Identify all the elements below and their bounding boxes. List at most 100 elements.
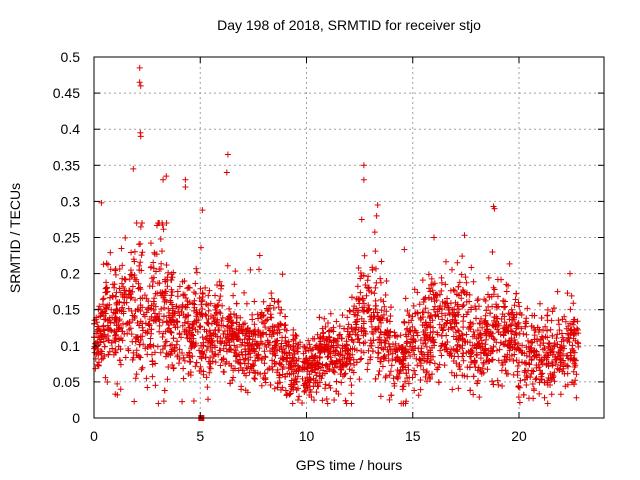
data-point (348, 336, 355, 343)
data-point (248, 330, 255, 337)
data-point (100, 295, 107, 302)
data-point (139, 364, 146, 371)
data-point (327, 310, 334, 317)
data-point (262, 324, 269, 331)
data-point (348, 294, 355, 301)
data-point (368, 289, 375, 296)
y-tick-label: 0.2 (61, 266, 81, 282)
data-point (192, 280, 199, 287)
data-point (397, 356, 404, 363)
data-point (364, 366, 371, 373)
data-point (372, 248, 379, 255)
data-point (472, 364, 479, 371)
data-point (126, 326, 133, 333)
data-point (264, 316, 271, 323)
data-point (531, 387, 538, 394)
data-point (125, 347, 132, 354)
data-point (262, 379, 269, 386)
data-point (570, 329, 577, 336)
x-tick-label: 15 (405, 428, 421, 444)
data-point (417, 314, 424, 321)
data-point (530, 395, 537, 402)
data-point (270, 304, 277, 311)
data-point (529, 381, 536, 388)
data-point (495, 329, 502, 336)
data-point (151, 295, 158, 302)
data-point (256, 345, 263, 352)
data-point (181, 277, 188, 284)
data-point (186, 359, 193, 366)
data-point (449, 316, 456, 323)
data-point (140, 311, 147, 318)
data-point (411, 387, 418, 394)
data-point (148, 326, 155, 333)
data-point (319, 325, 326, 332)
data-point (322, 381, 329, 388)
axes: 0 5 10 15 20 0 0.05 0.1 0.15 0.2 0.25 0.3 0.35 0.4 0.4… (53, 49, 605, 444)
data-point (98, 310, 105, 317)
data-point (479, 324, 486, 331)
data-point (287, 364, 294, 371)
data-point (346, 307, 353, 314)
data-point (564, 290, 571, 297)
data-point (361, 304, 368, 311)
data-point (246, 348, 253, 355)
data-point (460, 350, 467, 357)
data-point (138, 252, 145, 259)
data-point (474, 327, 481, 334)
data-point (422, 373, 429, 380)
outlier-point (331, 396, 338, 403)
data-point (386, 372, 393, 379)
data-point (361, 252, 368, 259)
data-point (224, 323, 231, 330)
data-point (246, 369, 253, 376)
data-point (405, 312, 412, 319)
data-point (515, 383, 522, 390)
data-point (139, 249, 146, 256)
data-point (470, 373, 477, 380)
data-point (475, 296, 482, 303)
data-point (212, 351, 219, 358)
data-point (564, 370, 571, 377)
data-point (168, 329, 175, 336)
data-point (557, 362, 564, 369)
data-point (136, 341, 143, 348)
data-point (167, 318, 174, 325)
data-point (200, 342, 207, 349)
data-point (211, 302, 218, 309)
data-point (400, 363, 407, 370)
data-point (98, 356, 105, 363)
data-point (368, 323, 375, 330)
data-point (233, 319, 240, 326)
data-point (455, 283, 462, 290)
data-point (314, 359, 321, 366)
data-point (412, 327, 419, 334)
data-point (123, 299, 130, 306)
data-point (358, 347, 365, 354)
data-point (500, 332, 507, 339)
data-point (314, 331, 321, 338)
data-point (278, 306, 285, 313)
data-point (145, 298, 152, 305)
data-point (475, 377, 481, 384)
data-point (538, 314, 545, 321)
data-point (338, 379, 345, 386)
data-point (279, 271, 286, 278)
data-point (181, 319, 188, 326)
data-point (348, 390, 355, 397)
data-point (196, 347, 203, 354)
data-point (179, 398, 186, 405)
data-point (333, 338, 340, 345)
data-point (133, 351, 140, 358)
y-tick-label: 0.45 (53, 85, 80, 101)
data-point (422, 305, 429, 312)
data-point (510, 357, 517, 364)
outlier-point (98, 199, 105, 206)
y-tick-label: 0.25 (53, 230, 80, 246)
data-point (165, 269, 172, 276)
data-point (439, 316, 446, 323)
data-point (513, 290, 520, 297)
data-point (128, 272, 135, 279)
data-point (206, 364, 213, 371)
data-point (183, 331, 190, 338)
